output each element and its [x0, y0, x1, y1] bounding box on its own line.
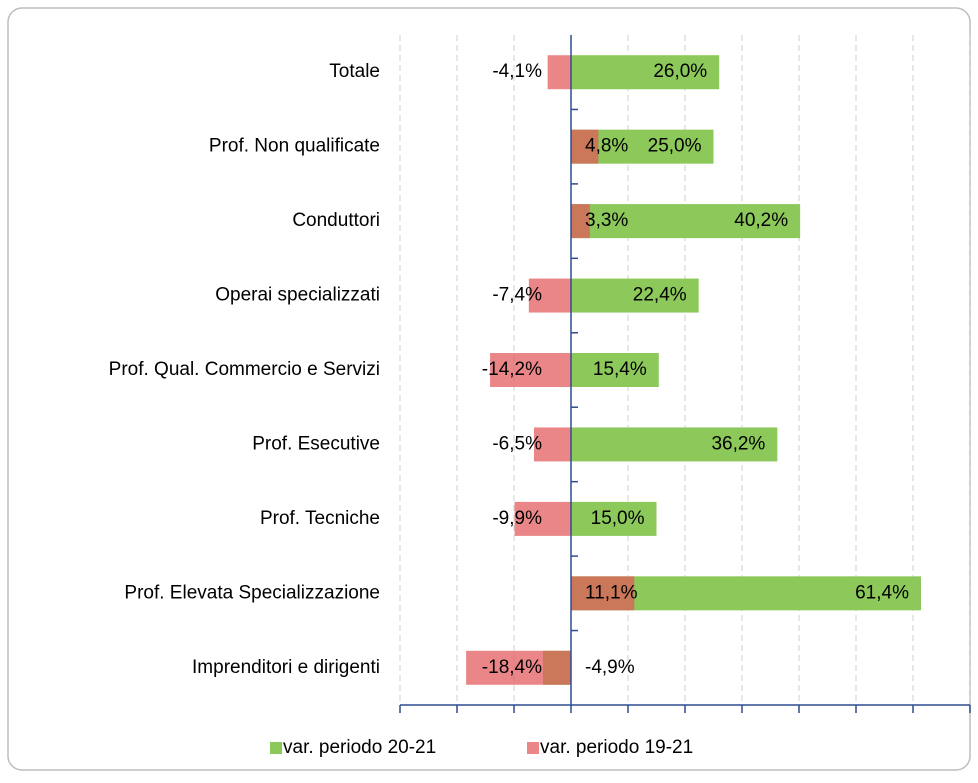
bar [571, 204, 801, 239]
bar [571, 129, 599, 164]
bar [571, 576, 635, 611]
data-label: 15,4% [593, 359, 647, 380]
bar [571, 204, 590, 239]
bar [571, 501, 657, 536]
data-label: -6,5% [492, 433, 542, 454]
data-label: -18,4% [482, 657, 542, 678]
y-tick-label: Conduttori [292, 210, 380, 231]
data-label: 22,4% [633, 285, 687, 306]
data-label: 15,0% [591, 508, 645, 529]
data-label: 11,1% [585, 582, 638, 603]
data-label: -14,2% [482, 359, 542, 380]
y-tick-label: Prof. Tecniche [260, 508, 380, 529]
bar [528, 278, 571, 313]
bar [571, 55, 720, 90]
legend-swatch [527, 742, 539, 754]
bar [514, 501, 571, 536]
data-label: 40,2% [734, 210, 788, 231]
legend-swatch [270, 742, 282, 754]
data-label: -7,4% [492, 285, 542, 306]
legend-label: var. periodo 19-21 [540, 737, 693, 758]
data-label: -9,9% [492, 508, 542, 529]
y-tick-label: Imprenditori e dirigenti [192, 657, 380, 678]
bar [571, 278, 699, 313]
y-tick-label: Totale [329, 61, 380, 82]
data-label: -4,1% [492, 61, 542, 82]
data-label: 3,3% [585, 210, 628, 231]
y-tick-label: Prof. Non qualificate [209, 136, 380, 157]
bar [490, 353, 571, 387]
data-label: -4,9% [585, 657, 635, 678]
bar [466, 650, 571, 685]
data-label: 36,2% [711, 433, 765, 454]
bar [571, 353, 659, 387]
y-tick-label: Prof. Qual. Commercio e Servizi [109, 359, 380, 380]
y-tick-label: Operai specializzati [215, 285, 380, 306]
bar [533, 427, 571, 462]
y-tick-label: Prof. Esecutive [252, 433, 380, 454]
y-tick-label: Prof. Elevata Specializzazione [124, 582, 380, 603]
data-label: 4,8% [585, 136, 628, 157]
data-label: 25,0% [648, 136, 702, 157]
data-label: 26,0% [653, 61, 707, 82]
bar [571, 427, 778, 462]
bar [547, 55, 571, 90]
data-label: 61,4% [855, 582, 909, 603]
legend-label: var. periodo 20-21 [283, 737, 436, 758]
